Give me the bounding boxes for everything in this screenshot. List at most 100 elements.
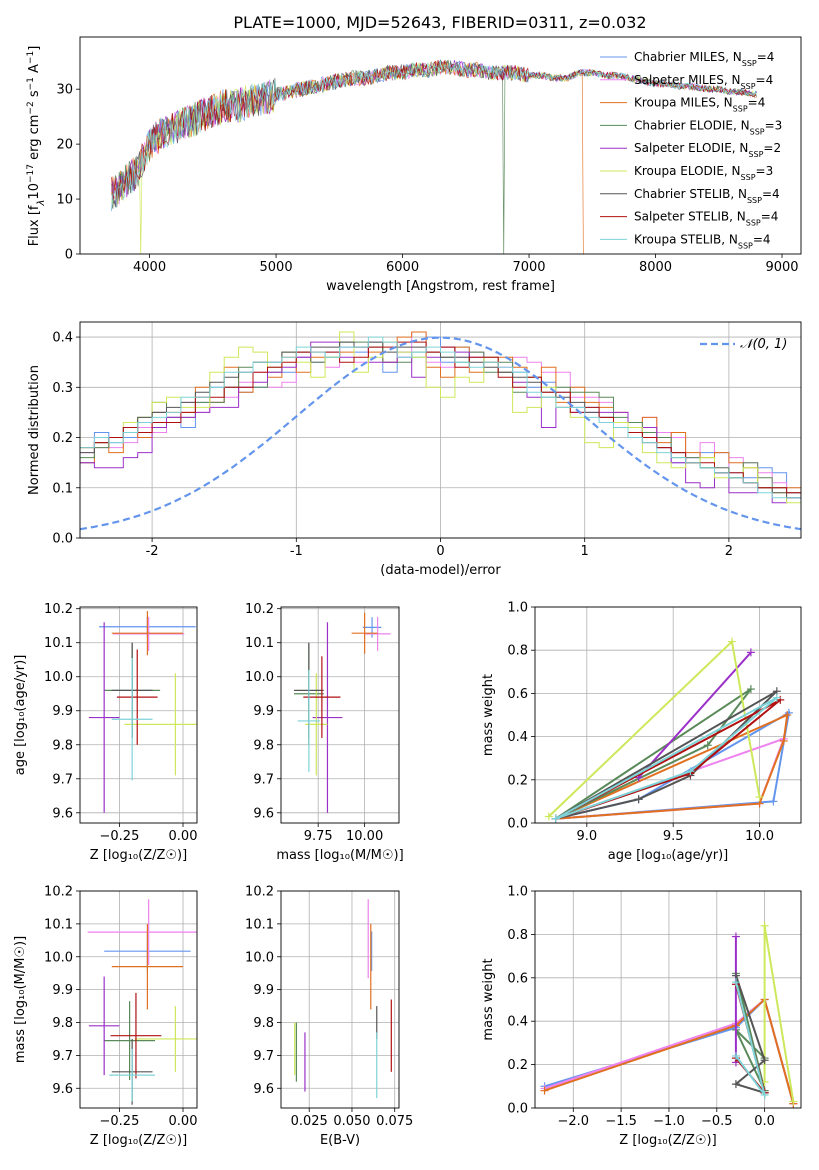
x-tick-label: 0.050 bbox=[333, 1114, 370, 1129]
x-axis-label: (data-model)/error bbox=[380, 563, 501, 578]
legend-value: =3 bbox=[765, 118, 783, 132]
y-tick-label: 9.7 bbox=[52, 772, 73, 787]
y-tick-label: 10.0 bbox=[245, 670, 274, 685]
y-axis-label-part: −1 bbox=[26, 51, 36, 64]
y-tick-label: 0.0 bbox=[507, 1102, 528, 1117]
weight-line bbox=[734, 973, 766, 1092]
y-tick-label: 0.0 bbox=[507, 817, 528, 832]
plot-area bbox=[88, 611, 197, 813]
plot-area bbox=[80, 331, 801, 531]
y-axis-label-part: −17 bbox=[26, 164, 36, 183]
y-tick-label: 0.4 bbox=[52, 331, 73, 346]
y-tick-label: 10.0 bbox=[44, 950, 73, 965]
x-tick-label: 0.025 bbox=[291, 1114, 328, 1129]
y-tick-label: 9.9 bbox=[253, 983, 274, 998]
x-axis-label: age [log₁₀(age/yr)] bbox=[608, 848, 729, 863]
figure-title: PLATE=1000, MJD=52643, FIBERID=0311, z=0… bbox=[233, 13, 646, 32]
y-tick-label: 0.4 bbox=[507, 1015, 528, 1030]
residuals-panel: -2 -1 0 1 2 0.0 0.1 0.2 0.3 0.4 (data-model)/error… bbox=[27, 321, 802, 578]
y-axis-label: mass weight bbox=[481, 958, 496, 1040]
legend-subscript: SSP bbox=[741, 81, 756, 90]
weight-line bbox=[733, 975, 766, 1094]
y-tick-label: 9.9 bbox=[52, 983, 73, 998]
legend-entry: 𝒩(0, 1) bbox=[740, 337, 787, 352]
y-tick-label: 0 bbox=[65, 248, 73, 263]
y-axis-label: Normed distribution bbox=[27, 365, 42, 495]
plot-area bbox=[87, 899, 197, 1105]
y-tick-label: 10.2 bbox=[44, 602, 73, 617]
chart-panels: 4000 5000 6000 7000 8000 90000102030wavelengt… bbox=[13, 36, 802, 1148]
legend-value: =3 bbox=[756, 164, 774, 178]
x-tick-label: 6000 bbox=[386, 260, 419, 275]
y-axis-label-part: 10 bbox=[27, 183, 42, 200]
age_vs_mass-panel: 9.75 10.00 9.6 9.7 9.8 9.9 10.0 10.1 10.2 mass [l… bbox=[245, 602, 404, 863]
legend-entry: Chabrier STELIB, NSSP=4 bbox=[634, 187, 780, 205]
y-tick-label: 0.1 bbox=[52, 481, 73, 496]
legend-subscript: SSP bbox=[741, 173, 756, 182]
y-axis-label-part: −1 bbox=[26, 77, 36, 90]
plot-frame bbox=[79, 606, 198, 824]
x-axis-label: Z [log₁₀(Z/Z☉)] bbox=[90, 1133, 187, 1148]
y-axis-label: age [log₁₀(age/yr)] bbox=[13, 655, 28, 776]
y-tick-label: 0.3 bbox=[52, 381, 73, 396]
legend-value: =4 bbox=[761, 210, 779, 224]
x-tick-label: 0.075 bbox=[376, 1114, 413, 1129]
x-tick-label: 0.0 bbox=[754, 1114, 775, 1129]
legend-value: =4 bbox=[748, 96, 766, 110]
y-axis-label-part: s bbox=[27, 90, 42, 101]
y-axis-label-part: ] bbox=[27, 46, 42, 51]
y-tick-label: 0.8 bbox=[507, 644, 528, 659]
x-tick-label: −1.5 bbox=[605, 1114, 637, 1129]
legend-value: =4 bbox=[753, 232, 771, 246]
x-tick-label: 9.5 bbox=[663, 829, 684, 844]
y-tick-label: 9.8 bbox=[253, 1016, 274, 1031]
weight-line bbox=[555, 696, 778, 820]
y-tick-label: 9.6 bbox=[253, 1082, 274, 1097]
y-axis-label-part: Flux [f bbox=[27, 205, 42, 246]
x-axis-label: Z [log₁₀(Z/Z☉)] bbox=[619, 1133, 716, 1148]
y-tick-label: 0.0 bbox=[52, 532, 73, 547]
spectrum-line bbox=[111, 60, 757, 209]
spectrum-line bbox=[111, 61, 758, 210]
legend-entry: Kroupa MILES, NSSP=4 bbox=[634, 96, 765, 114]
plot-area bbox=[540, 921, 798, 1108]
y-tick-label: 10.2 bbox=[44, 885, 73, 900]
legend-entry: Salpeter MILES, NSSP=4 bbox=[634, 73, 773, 91]
weight_vs_age-panel: 9.0 9.5 10.0 0.0 0.2 0.4 0.6 0.8 1.0 age [log₁₀(a… bbox=[481, 601, 802, 863]
x-tick-label: 10.0 bbox=[745, 829, 774, 844]
y-tick-label: 9.8 bbox=[253, 738, 274, 753]
y-tick-label: 10.2 bbox=[245, 885, 274, 900]
weight-line bbox=[544, 997, 795, 1104]
legend-subscript: SSP bbox=[733, 104, 748, 113]
plot-area bbox=[544, 637, 793, 823]
x-tick-label: 9.0 bbox=[576, 829, 597, 844]
y-axis-label-part: λ bbox=[36, 200, 47, 207]
legend-entry: Salpeter ELODIE, NSSP=2 bbox=[634, 141, 781, 159]
y-axis-label: mass weight bbox=[481, 674, 496, 756]
x-axis-label: wavelength [Angstrom, rest frame] bbox=[326, 279, 555, 294]
x-tick-label: −0.5 bbox=[701, 1114, 733, 1129]
x-axis-label: E(B-V) bbox=[320, 1133, 360, 1148]
spectrum-panel: 4000 5000 6000 7000 8000 9000 0 10 20 30 wavelengt… bbox=[26, 36, 802, 294]
x-tick-label: -1 bbox=[290, 544, 303, 559]
x-tick-label: −2.0 bbox=[557, 1114, 589, 1129]
y-tick-label: 1.0 bbox=[507, 601, 528, 616]
y-axis-label-part: erg cm bbox=[27, 115, 42, 164]
y-tick-label: 9.9 bbox=[52, 704, 73, 719]
legend-entry: Chabrier ELODIE, NSSP=3 bbox=[634, 118, 782, 136]
y-tick-label: 0.6 bbox=[507, 971, 528, 986]
plot-frame bbox=[280, 606, 400, 824]
x-axis-label: mass [log₁₀(M/M☉)] bbox=[276, 848, 403, 863]
y-axis-label-part: −2 bbox=[26, 101, 36, 114]
plot-frame bbox=[79, 890, 198, 1109]
y-tick-label: 20 bbox=[56, 138, 73, 153]
x-tick-label: 0.00 bbox=[169, 829, 198, 844]
y-tick-label: 9.9 bbox=[253, 704, 274, 719]
x-tick-label: 0 bbox=[436, 544, 444, 559]
y-tick-label: 9.7 bbox=[52, 1049, 73, 1064]
y-tick-label: 9.6 bbox=[52, 1082, 73, 1097]
plot-frame bbox=[79, 36, 802, 255]
y-tick-label: 0.6 bbox=[507, 687, 528, 702]
histogram-step bbox=[80, 336, 801, 504]
